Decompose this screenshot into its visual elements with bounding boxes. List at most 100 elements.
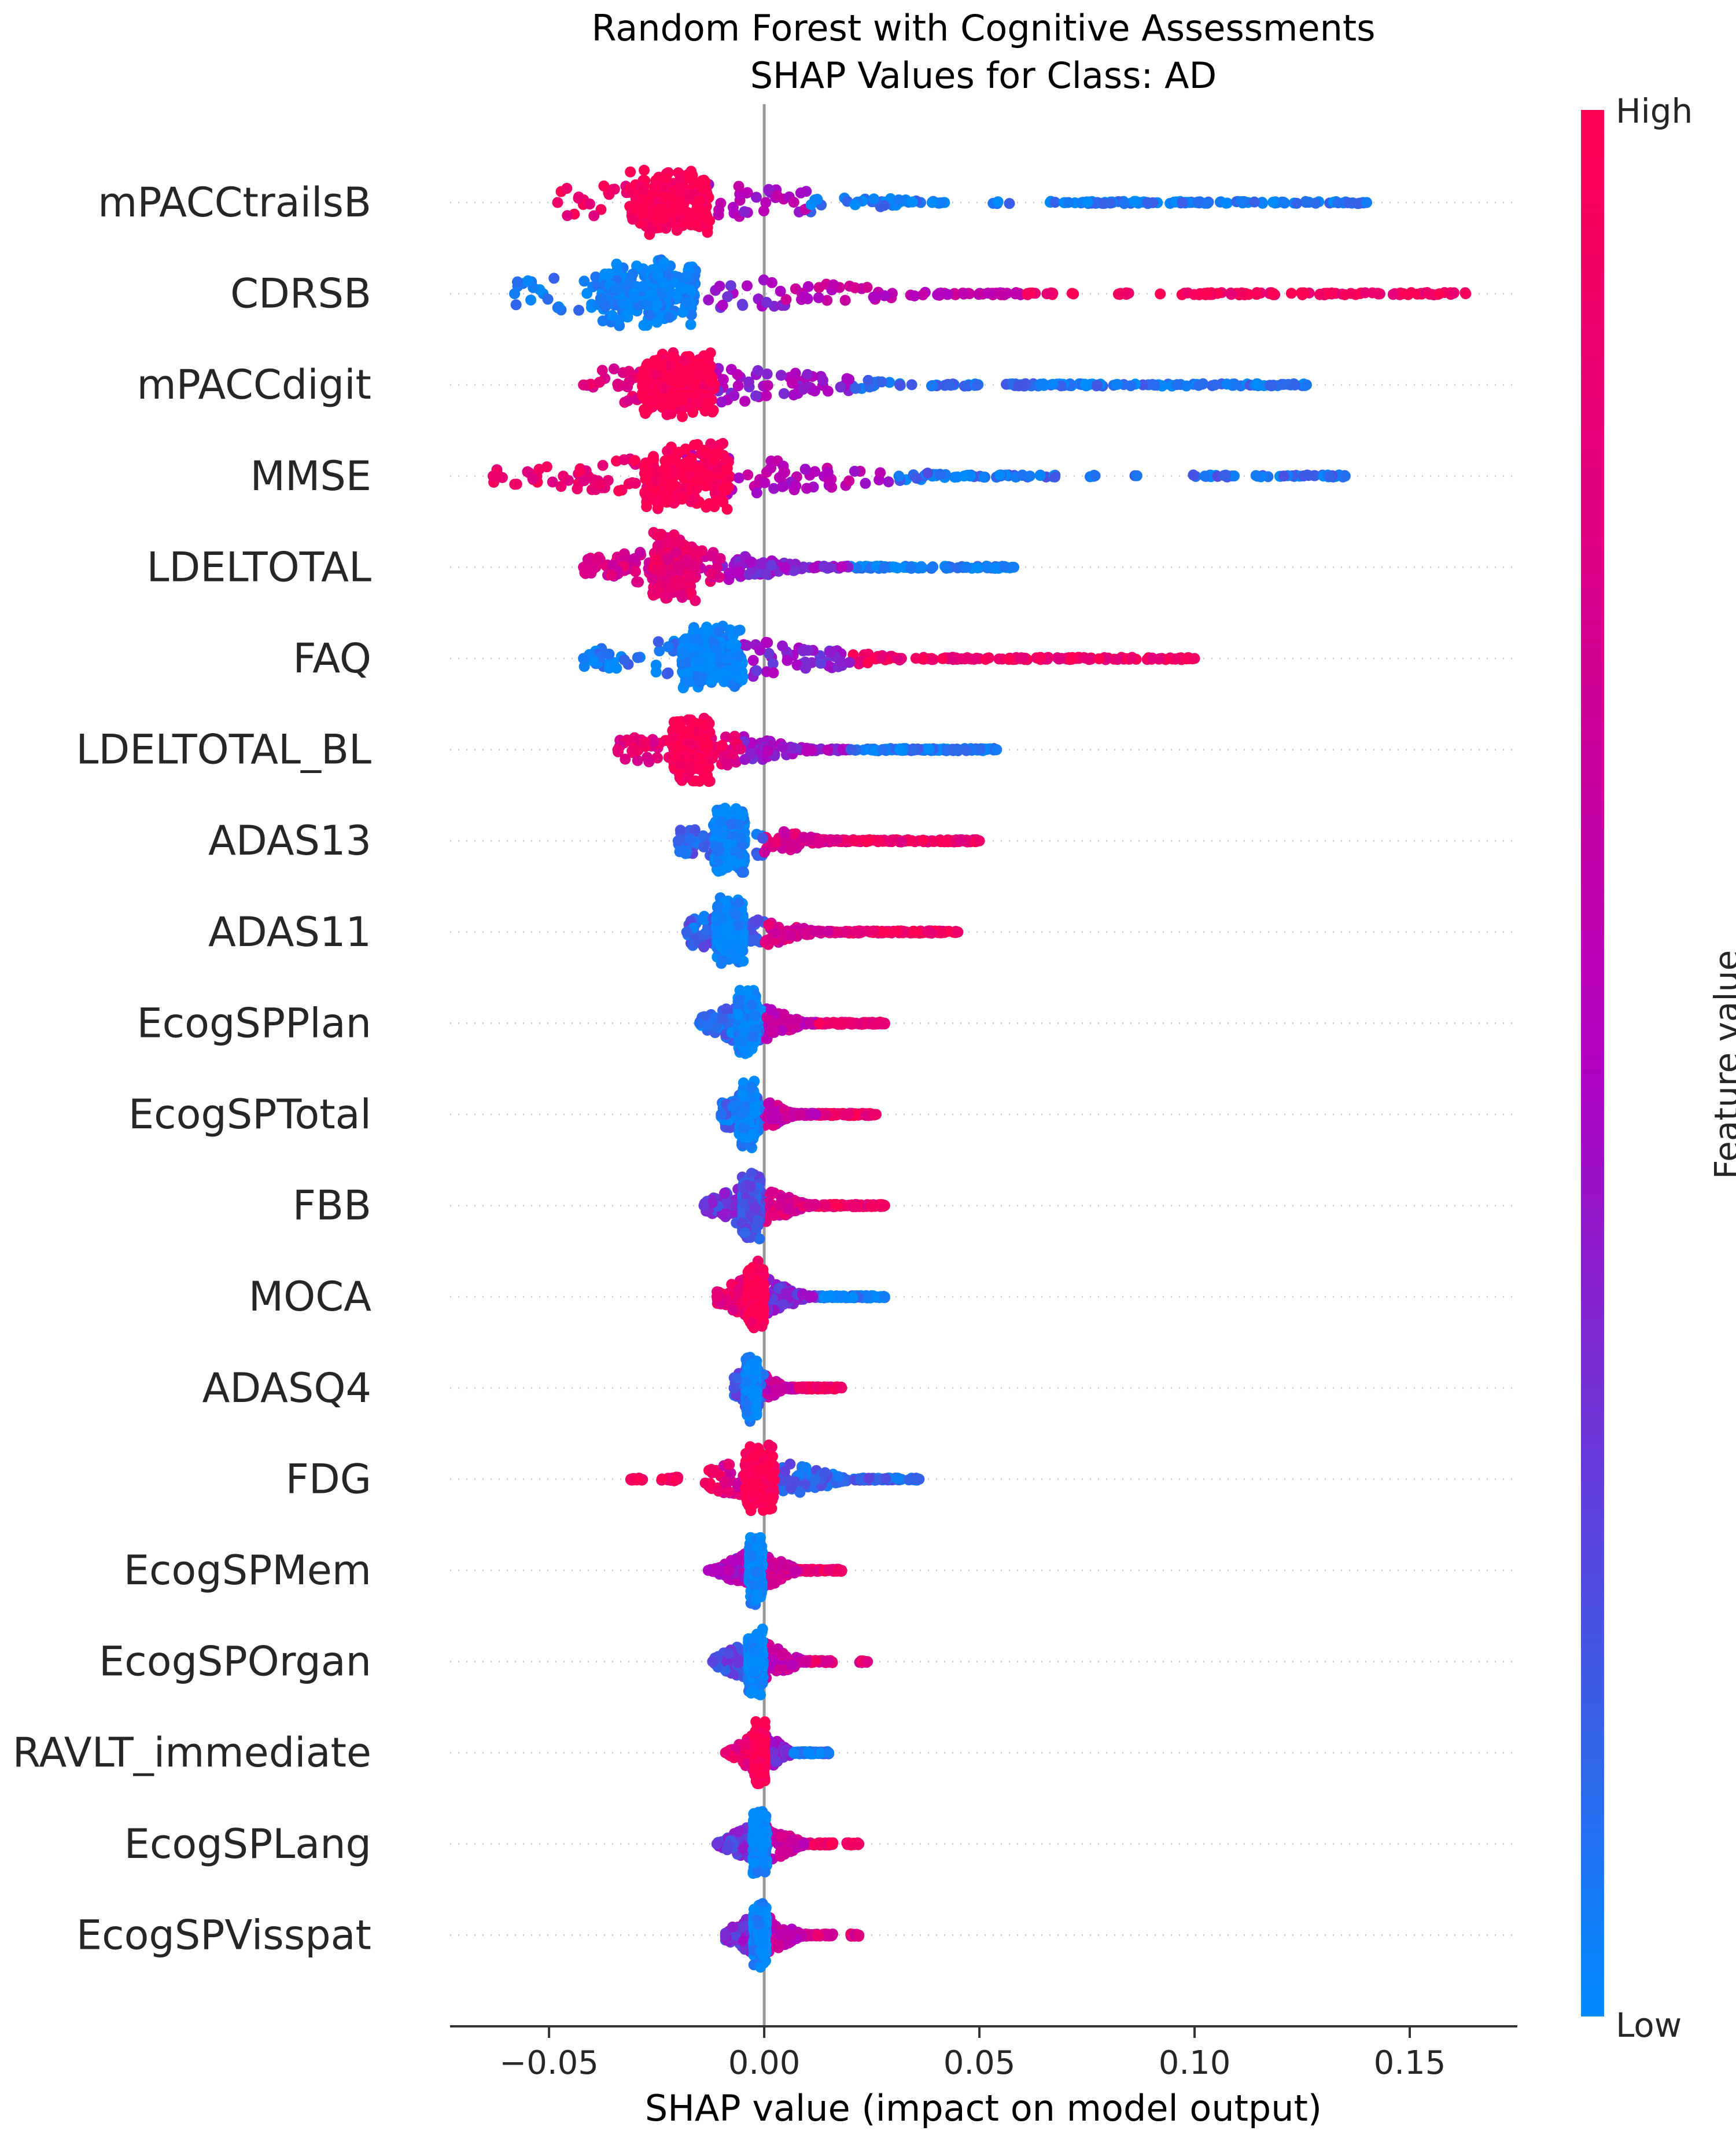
shap-point <box>895 836 907 848</box>
shap-point <box>714 281 725 292</box>
shap-point <box>790 480 802 492</box>
shap-point <box>1236 196 1247 207</box>
shap-point <box>1067 652 1078 663</box>
shap-point <box>888 925 900 937</box>
shap-point <box>542 293 554 305</box>
shap-point <box>712 447 724 459</box>
shap-point <box>651 317 663 328</box>
shap-point <box>941 562 952 574</box>
shap-point <box>954 835 966 847</box>
shap-point <box>845 744 857 755</box>
shap-point <box>760 197 772 208</box>
shap-point <box>741 280 753 292</box>
shap-point <box>688 382 700 394</box>
shap-point <box>822 925 834 937</box>
shap-point <box>876 376 887 388</box>
shap-point <box>1251 287 1263 299</box>
shap-point <box>732 625 744 636</box>
shap-point <box>752 914 764 926</box>
shap-point <box>849 926 861 937</box>
shap-point <box>641 467 653 479</box>
shap-point <box>667 732 679 744</box>
shap-point <box>733 566 744 578</box>
shap-point <box>1460 288 1472 300</box>
shap-point <box>706 406 718 418</box>
shap-point <box>603 648 615 660</box>
shap-point <box>775 370 787 381</box>
shap-point <box>805 1017 816 1029</box>
shap-point <box>952 926 964 938</box>
shap-point <box>1229 470 1240 482</box>
shap-point <box>787 377 798 389</box>
shap-point <box>1278 378 1289 390</box>
shap-point <box>1126 652 1137 664</box>
shap-point <box>727 201 739 213</box>
shap-point <box>662 667 674 679</box>
shap-point <box>509 288 521 300</box>
shap-point <box>815 657 827 669</box>
shap-point <box>1171 379 1182 391</box>
shap-point <box>714 495 726 506</box>
shap-point <box>657 212 669 224</box>
shap-point <box>887 561 899 573</box>
shap-point <box>676 750 688 762</box>
shap-point <box>651 564 663 575</box>
shap-point <box>627 214 639 225</box>
shap-point <box>729 663 740 675</box>
shap-point <box>733 897 744 908</box>
shap-point <box>685 738 697 750</box>
shap-point <box>1433 288 1445 300</box>
shap-point <box>595 293 606 304</box>
shap-point <box>706 550 717 562</box>
shap-point <box>1049 471 1061 483</box>
shap-point <box>584 198 596 210</box>
shap-point <box>1372 288 1384 299</box>
shap-point <box>928 836 940 847</box>
shap-point <box>802 645 814 656</box>
shap-point <box>552 197 563 208</box>
shap-point <box>662 641 674 653</box>
shap-point <box>839 295 851 306</box>
shap-point <box>652 540 664 551</box>
shap-point <box>894 379 905 391</box>
shap-point <box>799 463 811 475</box>
feature-row <box>552 164 1373 240</box>
shap-point <box>684 284 696 296</box>
shap-point <box>777 640 788 652</box>
shap-point <box>768 667 779 679</box>
shap-point <box>690 358 701 370</box>
shap-point <box>720 1003 732 1015</box>
shap-point <box>1359 287 1371 299</box>
shap-point <box>877 744 889 755</box>
shap-point <box>618 654 630 666</box>
shap-point <box>878 562 890 574</box>
shap-point <box>702 397 713 409</box>
shap-point <box>689 546 701 558</box>
shap-point <box>1091 380 1103 391</box>
shap-point <box>688 752 699 764</box>
shap-point <box>785 930 797 941</box>
shap-point <box>878 200 890 211</box>
shap-point <box>809 925 820 937</box>
feature-row <box>578 527 1020 606</box>
shap-point <box>1314 289 1325 300</box>
shap-point <box>578 275 590 287</box>
shap-point <box>1448 287 1460 299</box>
shap-point <box>763 919 775 930</box>
shap-point <box>588 210 600 222</box>
shap-point <box>555 481 567 492</box>
shap-point <box>950 289 961 300</box>
shap-point <box>694 1017 705 1029</box>
shap-point <box>1125 380 1137 392</box>
shap-point <box>802 369 813 380</box>
shap-point <box>672 561 683 572</box>
shap-point <box>771 836 782 848</box>
shap-point <box>989 562 1000 574</box>
shap-point <box>596 365 608 376</box>
shap-point <box>510 299 522 311</box>
shap-point <box>723 472 734 483</box>
shap-point <box>725 363 737 375</box>
shap-point <box>1279 197 1291 209</box>
shap-point <box>662 554 674 565</box>
shap-point <box>632 652 643 663</box>
